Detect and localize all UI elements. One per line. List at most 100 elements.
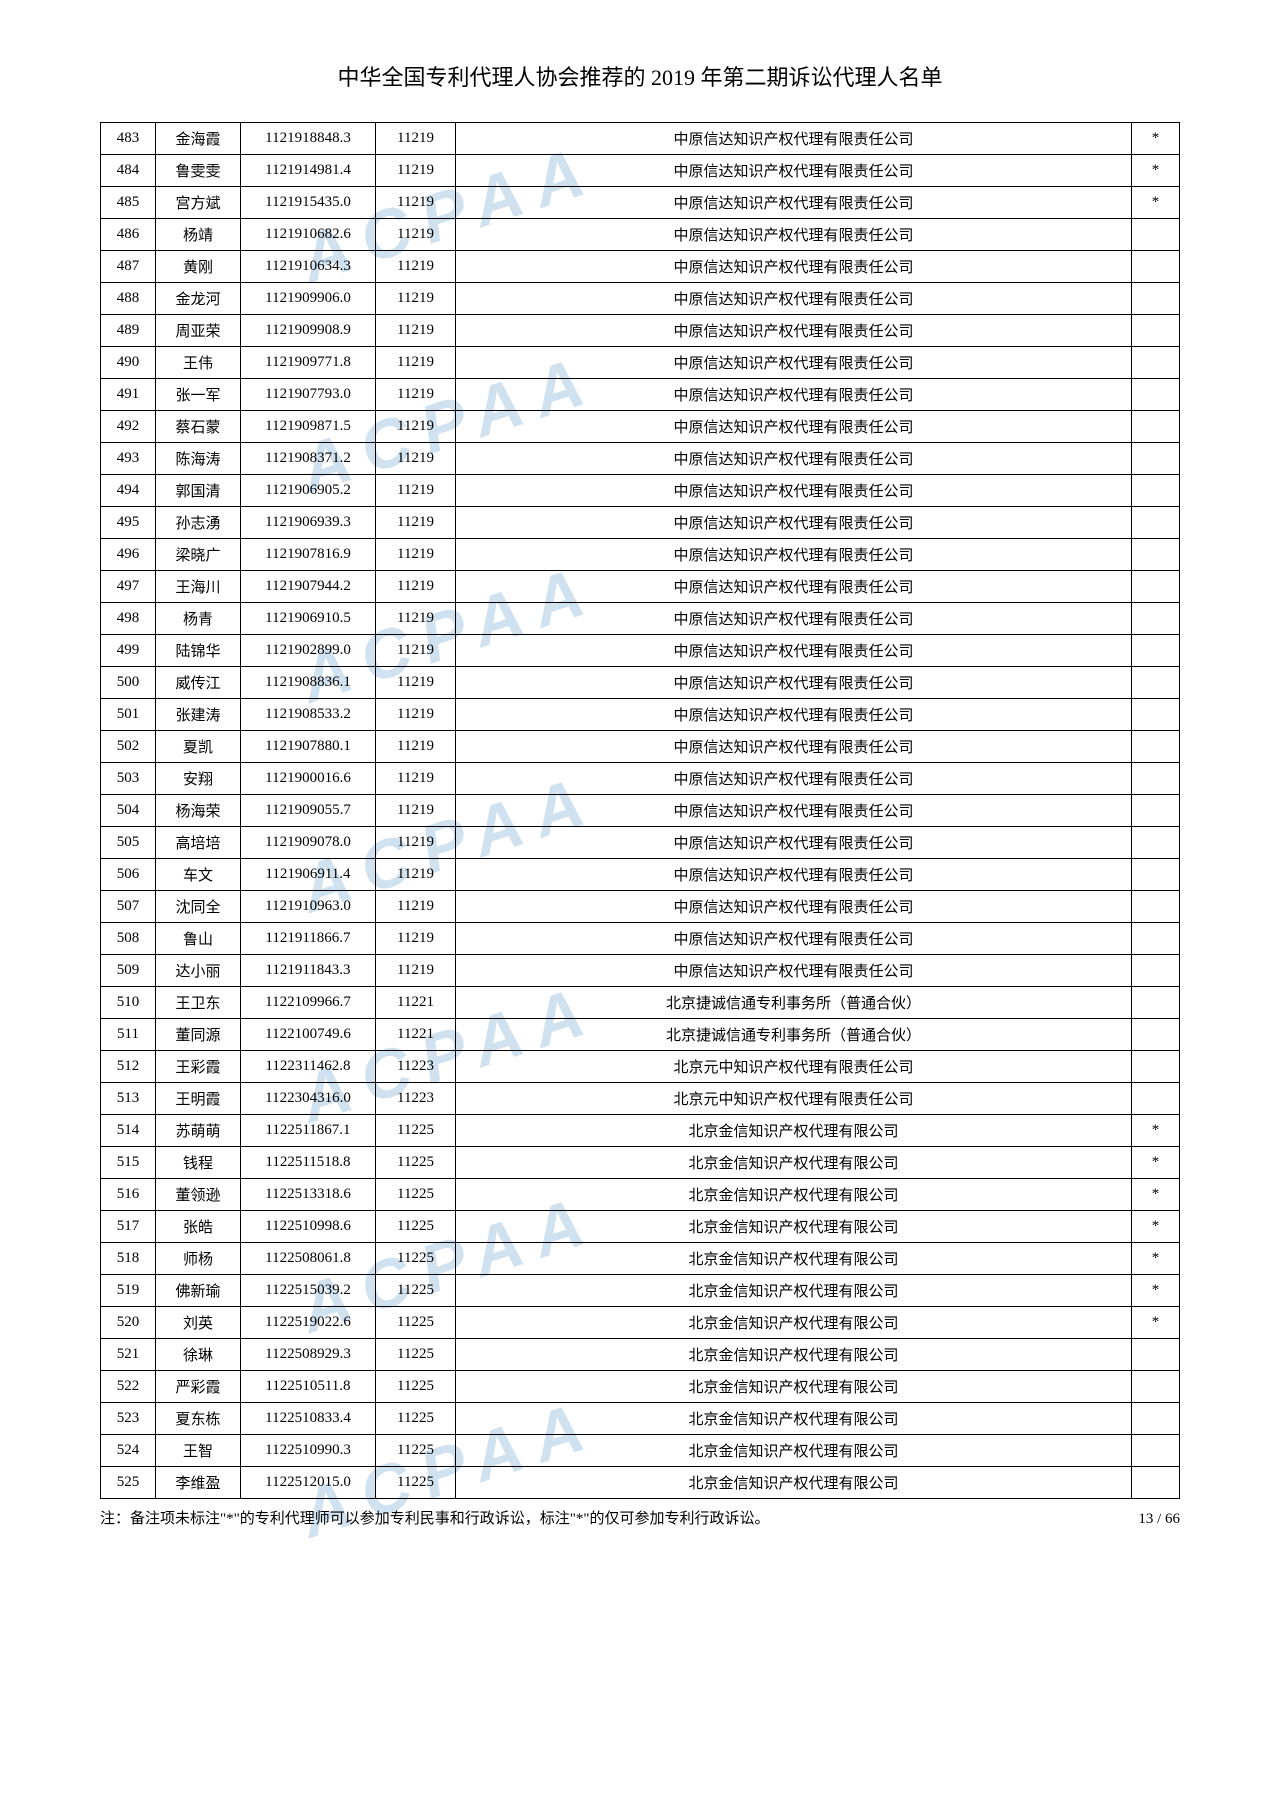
table-row: 489周亚荣1121909908.911219中原信达知识产权代理有限责任公司 (101, 315, 1180, 347)
cell-seq: 487 (101, 251, 156, 283)
cell-code: 11219 (376, 251, 456, 283)
cell-star (1132, 827, 1180, 859)
cell-code: 11219 (376, 315, 456, 347)
table-row: 508鲁山1121911866.711219中原信达知识产权代理有限责任公司 (101, 923, 1180, 955)
table-row: 510王卫东1122109966.711221北京捷诚信通专利事务所（普通合伙） (101, 987, 1180, 1019)
cell-name: 周亚荣 (156, 315, 241, 347)
cell-company: 中原信达知识产权代理有限责任公司 (456, 251, 1132, 283)
cell-id: 1122510990.3 (241, 1435, 376, 1467)
cell-seq: 508 (101, 923, 156, 955)
cell-seq: 493 (101, 443, 156, 475)
cell-id: 1122511518.8 (241, 1147, 376, 1179)
cell-company: 中原信达知识产权代理有限责任公司 (456, 891, 1132, 923)
cell-star (1132, 1403, 1180, 1435)
cell-name: 陆锦华 (156, 635, 241, 667)
cell-seq: 501 (101, 699, 156, 731)
cell-company: 北京金信知识产权代理有限公司 (456, 1307, 1132, 1339)
cell-code: 11219 (376, 891, 456, 923)
cell-star (1132, 635, 1180, 667)
table-row: 519佛新瑜1122515039.211225北京金信知识产权代理有限公司* (101, 1275, 1180, 1307)
cell-star (1132, 251, 1180, 283)
agent-list-table: 483金海霞1121918848.311219中原信达知识产权代理有限责任公司*… (100, 122, 1180, 1499)
page-title: 中华全国专利代理人协会推荐的 2019 年第二期诉讼代理人名单 (100, 60, 1180, 92)
table-row: 486杨靖1121910682.611219中原信达知识产权代理有限责任公司 (101, 219, 1180, 251)
cell-code: 11219 (376, 187, 456, 219)
cell-star (1132, 1019, 1180, 1051)
table-row: 485宫方斌1121915435.011219中原信达知识产权代理有限责任公司* (101, 187, 1180, 219)
table-row: 522严彩霞1122510511.811225北京金信知识产权代理有限公司 (101, 1371, 1180, 1403)
cell-star (1132, 795, 1180, 827)
table-row: 518师杨1122508061.811225北京金信知识产权代理有限公司* (101, 1243, 1180, 1275)
cell-seq: 522 (101, 1371, 156, 1403)
cell-name: 李维盈 (156, 1467, 241, 1499)
table-row: 483金海霞1121918848.311219中原信达知识产权代理有限责任公司* (101, 123, 1180, 155)
table-row: 513王明霞1122304316.011223北京元中知识产权代理有限责任公司 (101, 1083, 1180, 1115)
cell-seq: 488 (101, 283, 156, 315)
cell-seq: 494 (101, 475, 156, 507)
cell-star (1132, 1339, 1180, 1371)
table-row: 511董同源1122100749.611221北京捷诚信通专利事务所（普通合伙） (101, 1019, 1180, 1051)
cell-code: 11225 (376, 1467, 456, 1499)
cell-company: 中原信达知识产权代理有限责任公司 (456, 635, 1132, 667)
cell-name: 沈同全 (156, 891, 241, 923)
cell-star (1132, 283, 1180, 315)
cell-id: 1122511867.1 (241, 1115, 376, 1147)
cell-company: 中原信达知识产权代理有限责任公司 (456, 539, 1132, 571)
cell-id: 1122304316.0 (241, 1083, 376, 1115)
cell-id: 1122508061.8 (241, 1243, 376, 1275)
cell-star (1132, 539, 1180, 571)
cell-name: 金龙河 (156, 283, 241, 315)
page-indicator: 13 / 66 (1138, 1511, 1180, 1528)
cell-company: 中原信达知识产权代理有限责任公司 (456, 571, 1132, 603)
cell-seq: 521 (101, 1339, 156, 1371)
cell-star: * (1132, 1275, 1180, 1307)
cell-seq: 512 (101, 1051, 156, 1083)
cell-name: 金海霞 (156, 123, 241, 155)
footer-note-row: 注：备注项未标注"*"的专利代理师可以参加专利民事和行政诉讼，标注"*"的仅可参… (100, 1507, 1180, 1528)
cell-code: 11219 (376, 699, 456, 731)
cell-star (1132, 571, 1180, 603)
cell-company: 中原信达知识产权代理有限责任公司 (456, 283, 1132, 315)
cell-seq: 511 (101, 1019, 156, 1051)
cell-seq: 519 (101, 1275, 156, 1307)
table-row: 521徐琳1122508929.311225北京金信知识产权代理有限公司 (101, 1339, 1180, 1371)
cell-company: 中原信达知识产权代理有限责任公司 (456, 603, 1132, 635)
cell-star (1132, 955, 1180, 987)
cell-seq: 484 (101, 155, 156, 187)
cell-company: 北京金信知识产权代理有限公司 (456, 1403, 1132, 1435)
cell-code: 11219 (376, 443, 456, 475)
cell-star (1132, 219, 1180, 251)
cell-company: 北京金信知识产权代理有限公司 (456, 1467, 1132, 1499)
cell-star: * (1132, 187, 1180, 219)
cell-name: 夏凯 (156, 731, 241, 763)
cell-id: 1122510833.4 (241, 1403, 376, 1435)
cell-id: 1121915435.0 (241, 187, 376, 219)
cell-name: 安翔 (156, 763, 241, 795)
table-row: 490王伟1121909771.811219中原信达知识产权代理有限责任公司 (101, 347, 1180, 379)
cell-seq: 507 (101, 891, 156, 923)
cell-name: 王智 (156, 1435, 241, 1467)
cell-star (1132, 1051, 1180, 1083)
cell-company: 中原信达知识产权代理有限责任公司 (456, 347, 1132, 379)
cell-company: 北京金信知识产权代理有限公司 (456, 1275, 1132, 1307)
cell-name: 张建涛 (156, 699, 241, 731)
cell-name: 钱程 (156, 1147, 241, 1179)
cell-company: 中原信达知识产权代理有限责任公司 (456, 731, 1132, 763)
cell-seq: 503 (101, 763, 156, 795)
cell-star (1132, 667, 1180, 699)
table-row: 502夏凯1121907880.111219中原信达知识产权代理有限责任公司 (101, 731, 1180, 763)
cell-name: 王海川 (156, 571, 241, 603)
cell-name: 车文 (156, 859, 241, 891)
cell-seq: 497 (101, 571, 156, 603)
cell-star (1132, 859, 1180, 891)
cell-company: 中原信达知识产权代理有限责任公司 (456, 795, 1132, 827)
cell-star (1132, 347, 1180, 379)
cell-seq: 506 (101, 859, 156, 891)
table-row: 507沈同全1121910963.011219中原信达知识产权代理有限责任公司 (101, 891, 1180, 923)
cell-id: 1121909908.9 (241, 315, 376, 347)
cell-id: 1122512015.0 (241, 1467, 376, 1499)
cell-seq: 483 (101, 123, 156, 155)
cell-star (1132, 379, 1180, 411)
cell-name: 王伟 (156, 347, 241, 379)
cell-star (1132, 731, 1180, 763)
